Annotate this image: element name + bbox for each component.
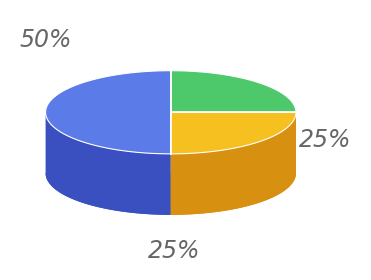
Polygon shape <box>171 112 296 173</box>
Polygon shape <box>171 112 296 154</box>
Text: 25%: 25% <box>299 128 352 152</box>
Text: 25%: 25% <box>148 239 201 263</box>
Polygon shape <box>46 112 171 215</box>
Polygon shape <box>46 173 171 215</box>
Polygon shape <box>171 173 296 215</box>
Polygon shape <box>171 71 296 112</box>
Polygon shape <box>171 112 296 215</box>
Polygon shape <box>46 71 171 154</box>
Text: 50%: 50% <box>19 28 72 52</box>
